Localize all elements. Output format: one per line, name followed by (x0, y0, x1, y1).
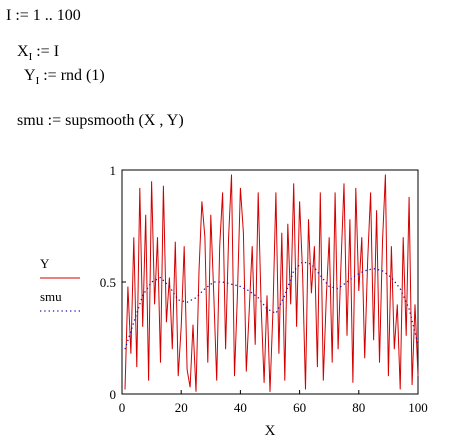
eq1-lhs: I (6, 7, 12, 24)
series-line-smu (124, 261, 419, 350)
equation-x-definition[interactable]: XI := I (17, 43, 59, 66)
tick-labels: 0 20 40 60 80 100 0 0.5 1 (100, 163, 428, 415)
tick-marks (122, 281, 360, 394)
x-tick-label: 20 (175, 400, 188, 415)
equation-smooth-definition[interactable]: smu := supsmooth (X , Y) (17, 112, 184, 130)
equation-y-definition[interactable]: YI := rnd (1) (24, 67, 105, 90)
eq4-operator: := (47, 112, 62, 129)
eq2-rhs: I (53, 43, 60, 60)
x-tick-label: 0 (119, 400, 126, 415)
eq2-operator: := (36, 43, 50, 60)
eq2-subscript: I (28, 51, 33, 63)
plot-frame (121, 169, 419, 395)
eq3-subscript: I (35, 75, 40, 87)
y-tick-label: 1 (110, 163, 117, 178)
x-tick-label: 80 (352, 400, 365, 415)
y-tick-label: 0 (110, 387, 117, 402)
legend-label-y: Y (40, 256, 50, 271)
y-tick-label: 0.5 (100, 275, 116, 290)
series-lines (124, 174, 419, 392)
x-tick-label: 100 (408, 400, 428, 415)
eq1-operator: := (15, 7, 29, 24)
eq2-lhs: X (17, 43, 29, 60)
eq4-rhs: supsmooth (X , Y) (65, 112, 184, 129)
eq3-operator: := (43, 67, 57, 84)
x-tick-label: 60 (293, 400, 306, 415)
eq3-lhs: Y (24, 67, 36, 84)
equation-range-definition[interactable]: I := 1 .. 100 (6, 7, 81, 25)
eq1-rhs: 1 .. 100 (32, 7, 81, 24)
eq4-lhs: smu (17, 112, 44, 129)
eq3-rhs: rnd (1) (60, 67, 105, 84)
x-tick-label: 40 (234, 400, 247, 415)
series-line-Y (124, 174, 419, 392)
legend-label-smu: smu (40, 289, 62, 304)
x-axis-label: X (265, 423, 276, 439)
